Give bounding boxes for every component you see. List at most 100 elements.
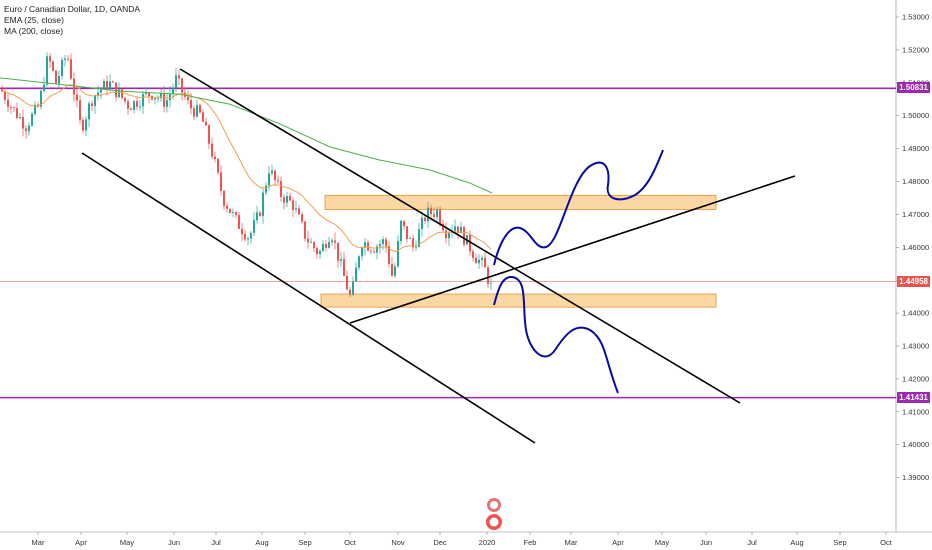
candle-body <box>232 212 234 213</box>
candle-body <box>220 172 222 191</box>
candle-body <box>130 108 132 111</box>
candle-body <box>112 81 114 83</box>
watermark-logo-icon <box>486 498 502 530</box>
candle-body <box>442 223 444 231</box>
candle-body <box>157 98 159 99</box>
candle-body <box>106 81 108 90</box>
candle-body <box>217 159 219 173</box>
candle-body <box>304 221 306 239</box>
x-tick-label: May <box>655 538 669 547</box>
candle-body <box>349 289 351 295</box>
candle-body <box>385 239 387 247</box>
candle-body <box>202 112 204 122</box>
candle-body <box>448 232 450 239</box>
candle-body <box>469 234 471 252</box>
candle-body <box>487 267 489 284</box>
candle-body <box>490 282 492 284</box>
candle-body <box>445 230 447 239</box>
candle-body <box>142 93 144 107</box>
candle-body <box>301 214 303 222</box>
candle-body <box>139 106 141 108</box>
x-tick-label: Sep <box>833 538 846 547</box>
candle-body <box>337 242 339 261</box>
y-tick-label: 1.44000 <box>902 309 929 318</box>
x-tick-label: Oct <box>344 538 357 547</box>
candle-body <box>109 81 111 90</box>
candle-body <box>184 92 186 97</box>
candle-body <box>424 217 426 221</box>
candle-body <box>283 197 285 203</box>
x-tick-label: Jun <box>168 538 180 547</box>
candle-body <box>292 200 294 210</box>
candle-body <box>175 75 177 88</box>
x-tick-label: Aug <box>790 538 803 547</box>
candle-body <box>484 257 486 268</box>
candle-body <box>415 246 417 248</box>
candle-body <box>412 238 414 248</box>
x-tick-label: Jul <box>747 538 757 547</box>
candle-body <box>193 108 195 117</box>
candle-body <box>346 275 348 290</box>
x-tick-label: Jul <box>211 538 221 547</box>
y-tick-label: 1.52000 <box>902 45 929 54</box>
candle-body <box>307 238 309 243</box>
candle-body <box>289 195 291 201</box>
y-tick-label: 1.46000 <box>902 243 929 252</box>
candle-body <box>199 105 201 113</box>
candle-body <box>46 56 48 85</box>
candle-body <box>25 128 27 132</box>
ema-line <box>1 84 492 253</box>
candle-body <box>259 212 261 216</box>
candle-body <box>178 75 180 79</box>
candle-body <box>196 105 198 117</box>
candle-body <box>70 59 72 79</box>
x-tick-label: Apr <box>612 538 624 547</box>
channel-upper-trendline <box>179 68 741 404</box>
candle-body <box>334 240 336 243</box>
candle-body <box>97 92 99 96</box>
candle-body <box>91 103 93 107</box>
candle-body <box>118 89 120 98</box>
candle-body <box>88 103 90 120</box>
candle-body <box>127 101 129 109</box>
candle-body <box>28 125 30 132</box>
candle-body <box>436 209 438 217</box>
candle-body <box>262 192 264 216</box>
candle-body <box>418 229 420 247</box>
candle-body <box>151 95 153 100</box>
candle-body <box>166 100 168 107</box>
candle-body <box>4 91 6 100</box>
candle-body <box>268 173 270 186</box>
candle-body <box>235 212 237 216</box>
candle-body <box>439 209 441 224</box>
x-tick-label: Apr <box>75 538 87 547</box>
ema-legend: EMA (25, close) <box>4 15 64 25</box>
candle-body <box>1 89 3 92</box>
candle-body <box>325 243 327 248</box>
candle-body <box>64 58 66 60</box>
candle-body <box>370 250 372 252</box>
candle-body <box>94 95 96 107</box>
candle-body <box>421 217 423 230</box>
candle-body <box>79 100 81 120</box>
candle-body <box>361 247 363 257</box>
x-tick-label: Sep <box>298 538 311 547</box>
x-tick-label: Feb <box>524 538 537 547</box>
candle-body <box>475 257 477 264</box>
candle-body <box>172 87 174 94</box>
candle-body <box>7 99 9 108</box>
candle-body <box>430 207 432 215</box>
candle-body <box>133 101 135 111</box>
candle-body <box>433 214 435 217</box>
candle-body <box>253 220 255 233</box>
candle-body <box>298 208 300 215</box>
candle-body <box>463 227 465 245</box>
price-label: 1.50831 <box>897 82 930 94</box>
candle-body <box>52 61 54 71</box>
candle-body <box>100 89 102 93</box>
ascending-trendline <box>349 175 796 324</box>
candle-body <box>163 93 165 107</box>
y-tick-label: 1.42000 <box>902 374 929 383</box>
candle-body <box>367 242 369 251</box>
